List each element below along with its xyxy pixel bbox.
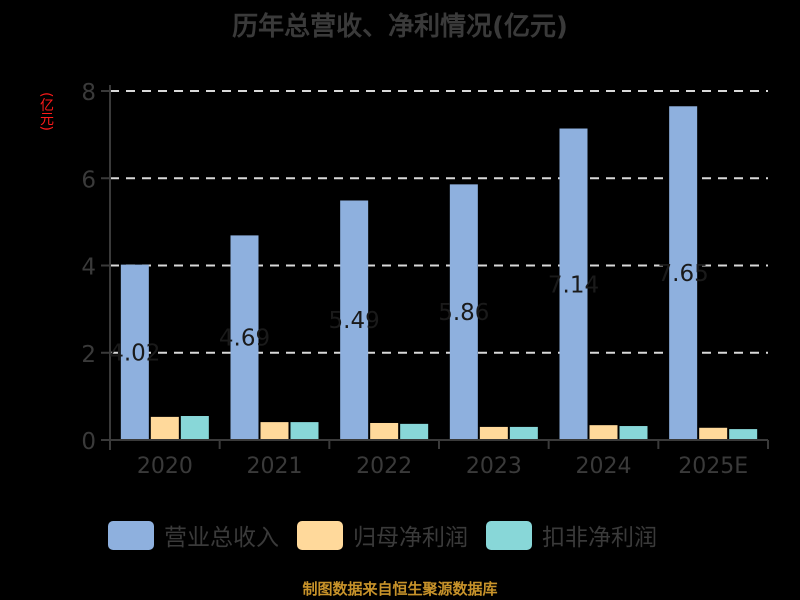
legend: 营业总收入 归母净利润 扣非净利润 [108,518,675,552]
legend-item-revenue[interactable]: 营业总收入 [108,518,279,552]
x-tick-label: 2023 [466,454,522,479]
y-tick-label: 8 [81,80,96,106]
bar-value-label: 7.65 [658,261,709,287]
legend-swatch-deducted-net-profit [486,520,532,550]
bar-value-label: 7.14 [548,272,599,298]
bar[interactable] [150,416,179,440]
chart-title: 历年总营收、净利情况(亿元) [232,12,568,42]
x-tick-label: 2025E [678,454,748,479]
bar[interactable] [290,422,319,440]
legend-label: 营业总收入 [164,525,279,551]
bars [120,106,758,441]
source-note: 制图数据来自恒生聚源数据库 [302,580,498,598]
bar[interactable] [589,425,618,440]
y-tick-label: 0 [81,429,96,455]
axes: 0 2 4 6 8 2020 2021 2022 2023 2024 2025E [81,80,769,479]
legend-swatch-net-profit [297,520,343,550]
bar[interactable] [479,426,508,440]
y-tick-label: 2 [81,342,96,368]
bar[interactable] [370,422,399,440]
y-axis-unit-label: (亿元) [38,92,54,131]
bar-value-label: 5.86 [438,300,489,326]
legend-swatch-revenue [108,520,154,550]
bar[interactable] [619,426,648,440]
legend-item-deducted-net-profit[interactable]: 扣非净利润 [486,518,657,552]
bar[interactable] [729,429,758,440]
bar[interactable] [449,184,478,440]
gridlines [110,90,768,354]
legend-item-net-profit[interactable]: 归母净利润 [297,518,468,552]
bar[interactable] [559,128,588,440]
bar[interactable] [699,427,728,440]
x-tick-label: 2021 [247,454,303,479]
bar[interactable] [340,200,369,440]
x-tick-label: 2024 [576,454,632,479]
bar-value-label: 5.49 [329,308,380,334]
bar[interactable] [669,106,698,441]
bar[interactable] [180,416,209,440]
x-tick-label: 2020 [137,454,193,479]
bar-value-label: 4.69 [219,326,270,352]
bar[interactable] [120,264,149,440]
bar-value-label: 4.02 [109,340,160,366]
legend-label: 扣非净利润 [542,525,657,551]
data-labels: 4.02 4.69 5.49 5.86 7.14 7.65 [109,261,709,366]
bar[interactable] [400,423,429,440]
y-tick-label: 6 [81,167,96,193]
y-tick-label: 4 [81,255,96,281]
legend-label: 归母净利润 [353,525,468,551]
bar[interactable] [260,422,289,440]
bar[interactable] [230,235,259,440]
x-tick-label: 2022 [356,454,412,479]
bar[interactable] [509,426,538,440]
